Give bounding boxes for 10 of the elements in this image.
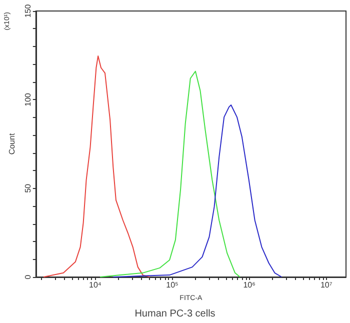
x-tick-label: 10⁷ bbox=[320, 280, 332, 290]
x-tick-label: 10⁶ bbox=[243, 280, 256, 290]
y-tick-label: 0 bbox=[23, 274, 32, 280]
y-tick-label: 150 bbox=[23, 4, 32, 18]
x-tick-label: 10⁴ bbox=[89, 280, 102, 290]
x-tick-label: 10⁵ bbox=[166, 280, 178, 290]
y-axis-title: Count bbox=[8, 132, 16, 155]
text: Human PC-3 cells bbox=[134, 308, 216, 320]
y-tick-label: 100 bbox=[23, 92, 32, 106]
y-tick-label: 50 bbox=[23, 183, 32, 193]
